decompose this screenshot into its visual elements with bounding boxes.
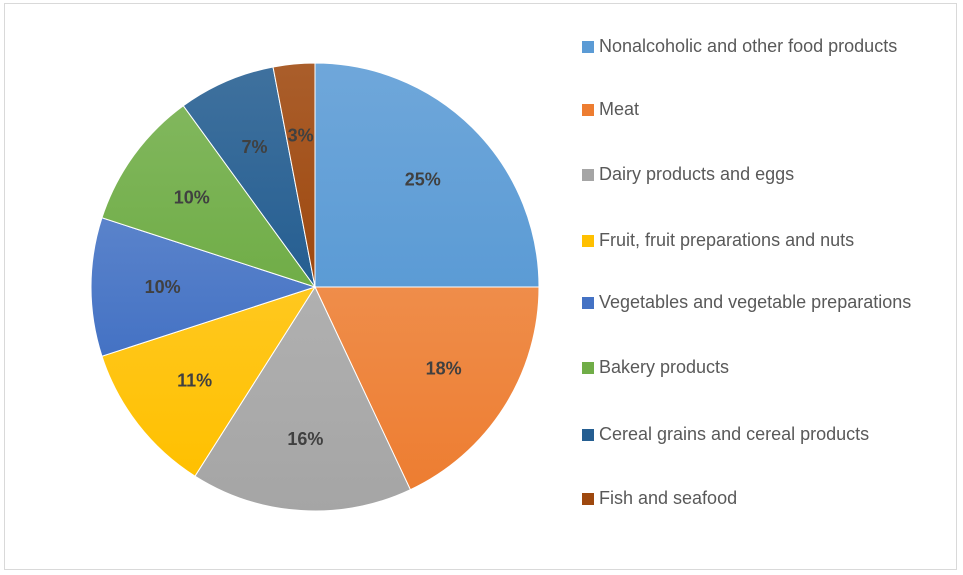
legend-swatch: [582, 297, 594, 309]
data-label-vegetables: 10%: [145, 277, 181, 297]
legend-label: Fruit, fruit preparations and nuts: [599, 230, 855, 250]
legend-label: Nonalcoholic and other food products: [599, 36, 898, 56]
legend-label: Bakery products: [599, 357, 730, 377]
legend-item-fruit: Fruit, fruit preparations and nuts: [582, 227, 939, 254]
legend-swatch: [582, 493, 594, 505]
data-label-bakery: 10%: [174, 187, 210, 207]
legend-swatch: [582, 169, 594, 181]
data-label-fish: 3%: [288, 125, 314, 145]
legend-label: Vegetables and vegetable preparations: [599, 292, 912, 312]
data-label-fruit: 11%: [177, 370, 212, 390]
pie-slice-vegetables: [90, 217, 317, 357]
legend-swatch: [582, 41, 594, 53]
legend-item-fish: Fish and seafood: [582, 485, 939, 512]
pie-slice-nonalcoholic: [314, 62, 540, 288]
legend-label: Cereal grains and cereal products: [599, 424, 870, 444]
legend-item-dairy: Dairy products and eggs: [582, 161, 939, 188]
pie-slices: [90, 62, 540, 512]
pie-slice-dairy: [194, 285, 412, 512]
legend-item-nonalcoholic: Nonalcoholic and other food products: [582, 33, 939, 60]
pie-slice-fruit: [101, 286, 317, 477]
legend-label: Fish and seafood: [599, 488, 738, 508]
legend-label: Dairy products and eggs: [599, 164, 795, 184]
data-label-dairy: 16%: [287, 429, 323, 449]
data-label-meat: 18%: [426, 359, 462, 379]
pie-slice-fish: [272, 62, 316, 288]
legend-item-cereal: Cereal grains and cereal products: [582, 421, 939, 448]
legend-item-meat: Meat: [582, 96, 939, 123]
legend-swatch: [582, 104, 594, 116]
legend-item-bakery: Bakery products: [582, 354, 939, 381]
data-label-cereal: 7%: [241, 137, 267, 157]
legend-swatch: [582, 235, 594, 247]
pie-slice-bakery: [101, 105, 317, 288]
pie-data-labels: 25% 18% 16% 11% 10% 10% 7% 3%: [145, 125, 462, 449]
legend-swatch: [582, 429, 594, 441]
legend-item-vegetables: Vegetables and vegetable preparations: [582, 289, 939, 316]
data-label-nonalcoholic: 25%: [405, 169, 441, 189]
legend-swatch: [582, 362, 594, 374]
legend-label: Meat: [599, 99, 640, 119]
pie-slice-meat: [314, 286, 540, 491]
